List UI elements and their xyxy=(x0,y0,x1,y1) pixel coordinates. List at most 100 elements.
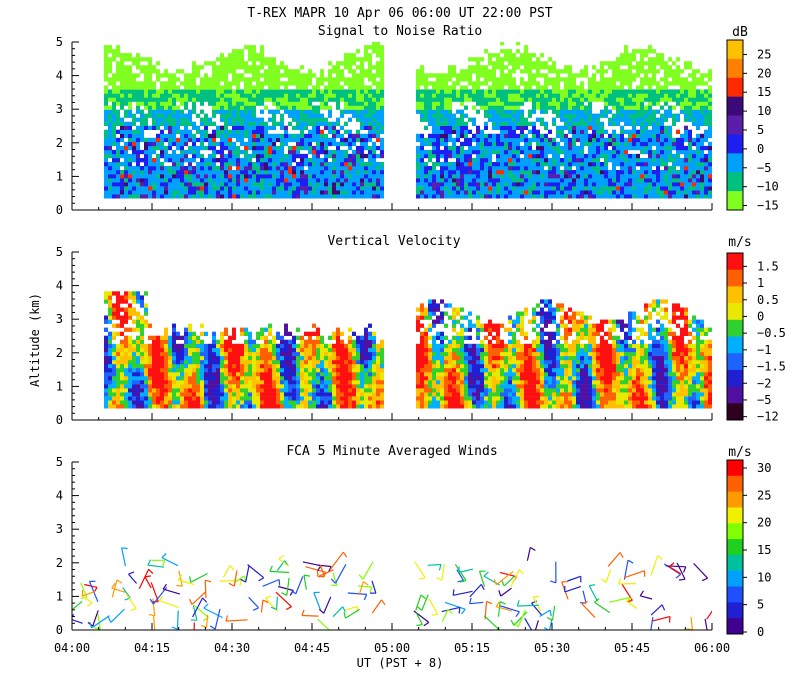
snr-cell xyxy=(216,93,220,98)
snr-cell xyxy=(288,166,292,171)
snr-cell xyxy=(124,153,128,159)
snr-cell xyxy=(280,105,284,110)
snr-cell xyxy=(528,178,532,183)
snr-cell xyxy=(336,81,340,86)
snr-cell xyxy=(504,65,508,70)
y-tick-label: 0 xyxy=(56,203,63,217)
snr-cell xyxy=(496,194,500,199)
snr-cell xyxy=(556,77,560,82)
snr-cell xyxy=(260,137,264,143)
snr-cell xyxy=(328,89,332,94)
snr-cell xyxy=(648,149,652,155)
snr-cell xyxy=(528,121,532,126)
snr-cell xyxy=(352,101,356,106)
snr-cell xyxy=(144,85,148,90)
snr-cell xyxy=(684,153,688,159)
snr-cell xyxy=(264,158,268,163)
snr-cell xyxy=(520,101,524,106)
snr-cell xyxy=(552,186,556,191)
snr-cell xyxy=(280,121,284,126)
snr-cell xyxy=(596,69,600,74)
snr-cell xyxy=(128,101,132,106)
snr-cell xyxy=(252,113,256,118)
snr-cell xyxy=(456,145,460,151)
snr-cell xyxy=(496,162,500,167)
snr-cell xyxy=(124,125,128,130)
snr-cell xyxy=(552,166,556,171)
snr-cell xyxy=(424,109,428,114)
snr-cell xyxy=(516,61,520,66)
snr-cell xyxy=(676,101,680,106)
snr-cell xyxy=(556,190,560,195)
snr-cell xyxy=(244,194,248,199)
snr-cell xyxy=(352,61,356,66)
vv-cell xyxy=(192,384,196,389)
snr-cell xyxy=(236,170,240,175)
snr-cell xyxy=(192,125,196,130)
snr-cell xyxy=(172,97,176,102)
snr-cell xyxy=(608,170,612,175)
snr-cell xyxy=(356,49,360,54)
snr-cell xyxy=(260,133,264,139)
snr-cell xyxy=(348,53,352,58)
snr-cell xyxy=(264,170,268,175)
snr-cell xyxy=(600,166,604,171)
snr-cell xyxy=(704,109,708,114)
snr-cell xyxy=(652,117,656,122)
snr-cell xyxy=(468,57,472,62)
snr-cell xyxy=(444,93,448,98)
snr-cell xyxy=(116,113,120,118)
snr-cell xyxy=(160,186,164,191)
snr-cell xyxy=(664,125,668,130)
snr-cell xyxy=(576,97,580,102)
snr-cell xyxy=(156,186,160,191)
snr-cell xyxy=(504,174,508,179)
snr-cell xyxy=(156,73,160,78)
snr-cell xyxy=(632,170,636,175)
vv-cell xyxy=(192,380,196,385)
snr-cell xyxy=(260,109,264,114)
snr-cell xyxy=(368,61,372,66)
snr-cell xyxy=(312,97,316,102)
snr-cell xyxy=(376,133,380,139)
snr-cell xyxy=(608,97,612,102)
vv-cell xyxy=(152,363,156,369)
snr-cell xyxy=(116,61,120,66)
snr-cell xyxy=(344,93,348,98)
vv-cell xyxy=(184,392,188,397)
snr-cell xyxy=(252,93,256,98)
snr-cell xyxy=(504,73,508,78)
snr-cell xyxy=(316,109,320,114)
snr-cell xyxy=(640,174,644,179)
snr-cell xyxy=(112,53,116,58)
snr-cell xyxy=(148,57,152,62)
vv-cell xyxy=(172,368,176,373)
snr-cell xyxy=(124,190,128,195)
snr-cell xyxy=(152,109,156,114)
snr-cell xyxy=(320,133,324,139)
snr-cell xyxy=(504,162,508,167)
snr-cell xyxy=(680,85,684,90)
snr-cell xyxy=(300,105,304,110)
snr-cell xyxy=(248,69,252,74)
snr-cell xyxy=(484,49,488,54)
snr-cell xyxy=(152,141,156,147)
snr-cell xyxy=(136,53,140,58)
snr-cell xyxy=(600,178,604,183)
snr-cell xyxy=(328,121,332,126)
snr-cell xyxy=(628,57,632,62)
snr-cell xyxy=(672,141,676,147)
snr-cell xyxy=(664,182,668,187)
snr-cell xyxy=(576,174,580,179)
snr-cell xyxy=(480,170,484,175)
snr-cell xyxy=(592,158,596,163)
colorbar-label: 25 xyxy=(757,47,771,61)
snr-cell xyxy=(224,101,228,106)
snr-cell xyxy=(208,93,212,98)
snr-cell xyxy=(364,166,368,171)
snr-cell xyxy=(236,121,240,126)
snr-cell xyxy=(200,145,204,151)
snr-cell xyxy=(212,182,216,187)
snr-cell xyxy=(152,186,156,191)
snr-cell xyxy=(376,117,380,122)
